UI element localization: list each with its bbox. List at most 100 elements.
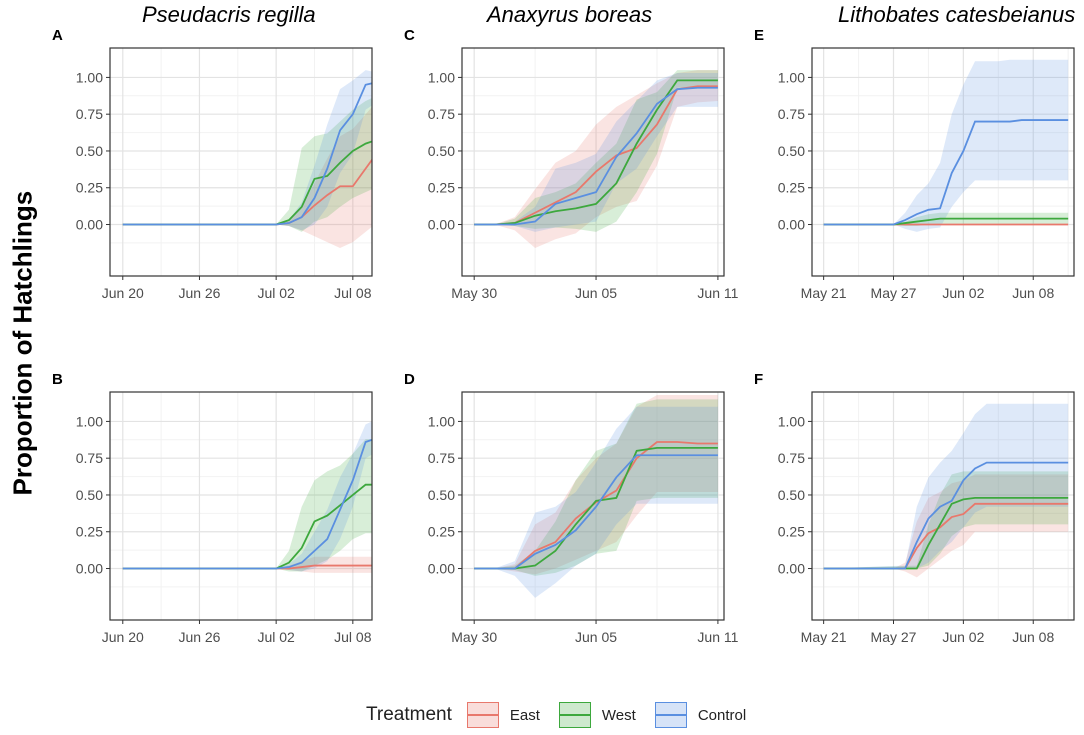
panel-C-xtick-label: Jun 05 [575, 285, 617, 301]
panel-E-ytick-label: 1.00 [778, 69, 805, 85]
legend-key-control [650, 700, 692, 730]
legend-title: Treatment [366, 704, 452, 725]
panel-F-letter: F [754, 371, 763, 388]
panel-C-letter: C [404, 27, 415, 44]
panel-F-ytick-label: 0.75 [778, 450, 805, 466]
panel-B-xtick-label: Jul 08 [334, 629, 372, 645]
panel-D-letter: D [404, 371, 415, 388]
panel-A-line-control [122, 82, 372, 226]
panel-D-xtick-label: Jun 11 [697, 629, 738, 645]
panel-E-letter: E [754, 27, 764, 44]
panel-C-xtick-label: Jun 11 [697, 285, 738, 301]
panel-C-xtick-label: May 30 [451, 285, 497, 301]
panel-F-border [811, 391, 1075, 621]
panel-F-ytick-label: 1.00 [778, 413, 805, 429]
legend-label-west: West [601, 706, 636, 724]
panel-F-ribbon-control [823, 403, 1069, 569]
column-title-pseudacris: Pseudacris regilla [142, 2, 316, 27]
panel-D-xtick-label: May 30 [451, 629, 497, 645]
panel-E-xtick-label: Jun 02 [942, 285, 984, 301]
panel-A-border [109, 47, 373, 277]
panel-E-background [812, 48, 1074, 276]
panel-C-background [462, 48, 724, 276]
panel-B-xtick-label: Jun 20 [102, 629, 144, 645]
figure-canvas: 0.00 0.25 0.50 0.75 1.00 Jun 20 Jun 26 Jul 02 Ju… [52, 27, 1075, 645]
panel-E-ytick-label: 0.00 [778, 217, 805, 233]
panel-C-line-control [474, 86, 718, 226]
panel-D-line-control [474, 454, 718, 570]
panel-A-xtick-label: Jul 08 [334, 285, 372, 301]
panel-F-ytick-label: 0.25 [778, 524, 805, 540]
panel-D-ytick-label: 0.25 [428, 524, 455, 540]
panel-E-ytick-label: 0.25 [778, 180, 805, 196]
panel-B-background [110, 392, 372, 620]
panel-D-ytick-label: 1.00 [428, 413, 455, 429]
panel-C-border [461, 47, 725, 277]
panel-A-ytick-label: 0.75 [76, 106, 103, 122]
panel-D-ytick-label: 0.50 [428, 487, 455, 503]
panel-B-ribbon-west [122, 439, 372, 572]
legend-key-west [554, 700, 596, 730]
panel-D-background [462, 392, 724, 620]
panel-B-ribbon-east [122, 556, 372, 573]
panel-A-background [110, 48, 372, 276]
panel-A-ytick-label: 0.25 [76, 180, 103, 196]
column-title-lithobates: Lithobates catesbeianus [838, 2, 1076, 27]
panel-A-ytick-label: 1.00 [76, 69, 103, 85]
panel-B-ytick-label: 0.25 [76, 524, 103, 540]
panel-E-xtick-label: May 27 [871, 285, 917, 301]
panel-F-xtick-label: May 27 [871, 629, 917, 645]
panel-A-xtick-label: Jun 20 [102, 285, 144, 301]
panel-D-xtick-label: Jun 05 [575, 629, 617, 645]
panel-F-xtick-label: May 21 [801, 629, 847, 645]
panel-A-ribbon-west [122, 98, 372, 232]
panel-F-ytick-label: 0.00 [778, 561, 805, 577]
panel-C-ytick-label: 1.00 [428, 69, 455, 85]
legend: Treatment East West Control [366, 700, 756, 730]
panel-E-xtick-label: May 21 [801, 285, 847, 301]
panel-C-ribbon-east [474, 70, 718, 249]
legend-label-east: East [509, 706, 540, 724]
panel-B-letter: B [52, 371, 63, 388]
panel-D-ribbon-west [474, 399, 718, 576]
panel-B-border [109, 391, 373, 621]
panel-A-ribbon-east [122, 106, 372, 249]
panel-E-ytick-label: 0.75 [778, 106, 805, 122]
panel-E-ytick-label: 0.50 [778, 143, 805, 159]
panel-E-border [811, 47, 1075, 277]
panel-B-line-control [122, 438, 372, 570]
panel-A-ytick-label: 0.00 [76, 217, 103, 233]
legend-key-east [462, 700, 504, 730]
panel-B-ytick-label: 1.00 [76, 413, 103, 429]
panel-F-line-control [823, 461, 1069, 570]
panel-C-ytick-label: 0.00 [428, 217, 455, 233]
panel-B-ytick-label: 0.00 [76, 561, 103, 577]
panel-C-line-west [474, 79, 718, 226]
panel-A-xtick-label: Jun 26 [178, 285, 220, 301]
panel-B-ytick-label: 0.75 [76, 450, 103, 466]
panel-F-ribbon-west [823, 471, 1069, 569]
panel-C-ytick-label: 0.25 [428, 180, 455, 196]
panel-E-line-control [823, 119, 1069, 226]
panel-A-letter: A [52, 27, 63, 44]
panel-F-ytick-label: 0.50 [778, 487, 805, 503]
panel-E-xtick-label: Jun 08 [1012, 285, 1054, 301]
panel-D-ribbon-east [474, 394, 718, 575]
panel-A-xtick-label: Jul 02 [257, 285, 295, 301]
panel-F-ribbon-east [823, 474, 1069, 578]
panel-C-ytick-label: 0.50 [428, 143, 455, 159]
panel-E-ribbon-control [823, 59, 1069, 232]
panel-B-xtick-label: Jun 26 [178, 629, 220, 645]
panel-D-ytick-label: 0.00 [428, 561, 455, 577]
panel-D-ytick-label: 0.75 [428, 450, 455, 466]
panel-F-xtick-label: Jun 08 [1012, 629, 1054, 645]
panel-F-xtick-label: Jun 02 [942, 629, 984, 645]
panel-B-xtick-label: Jul 02 [257, 629, 295, 645]
panel-C-ytick-label: 0.75 [428, 106, 455, 122]
panel-C-ribbon-control [474, 73, 718, 232]
panel-D-border [461, 391, 725, 621]
legend-label-control: Control [697, 706, 747, 724]
column-title-anaxyrus: Anaxyrus boreas [487, 2, 653, 27]
panel-A-ytick-label: 0.50 [76, 143, 103, 159]
panel-B-ytick-label: 0.50 [76, 487, 103, 503]
